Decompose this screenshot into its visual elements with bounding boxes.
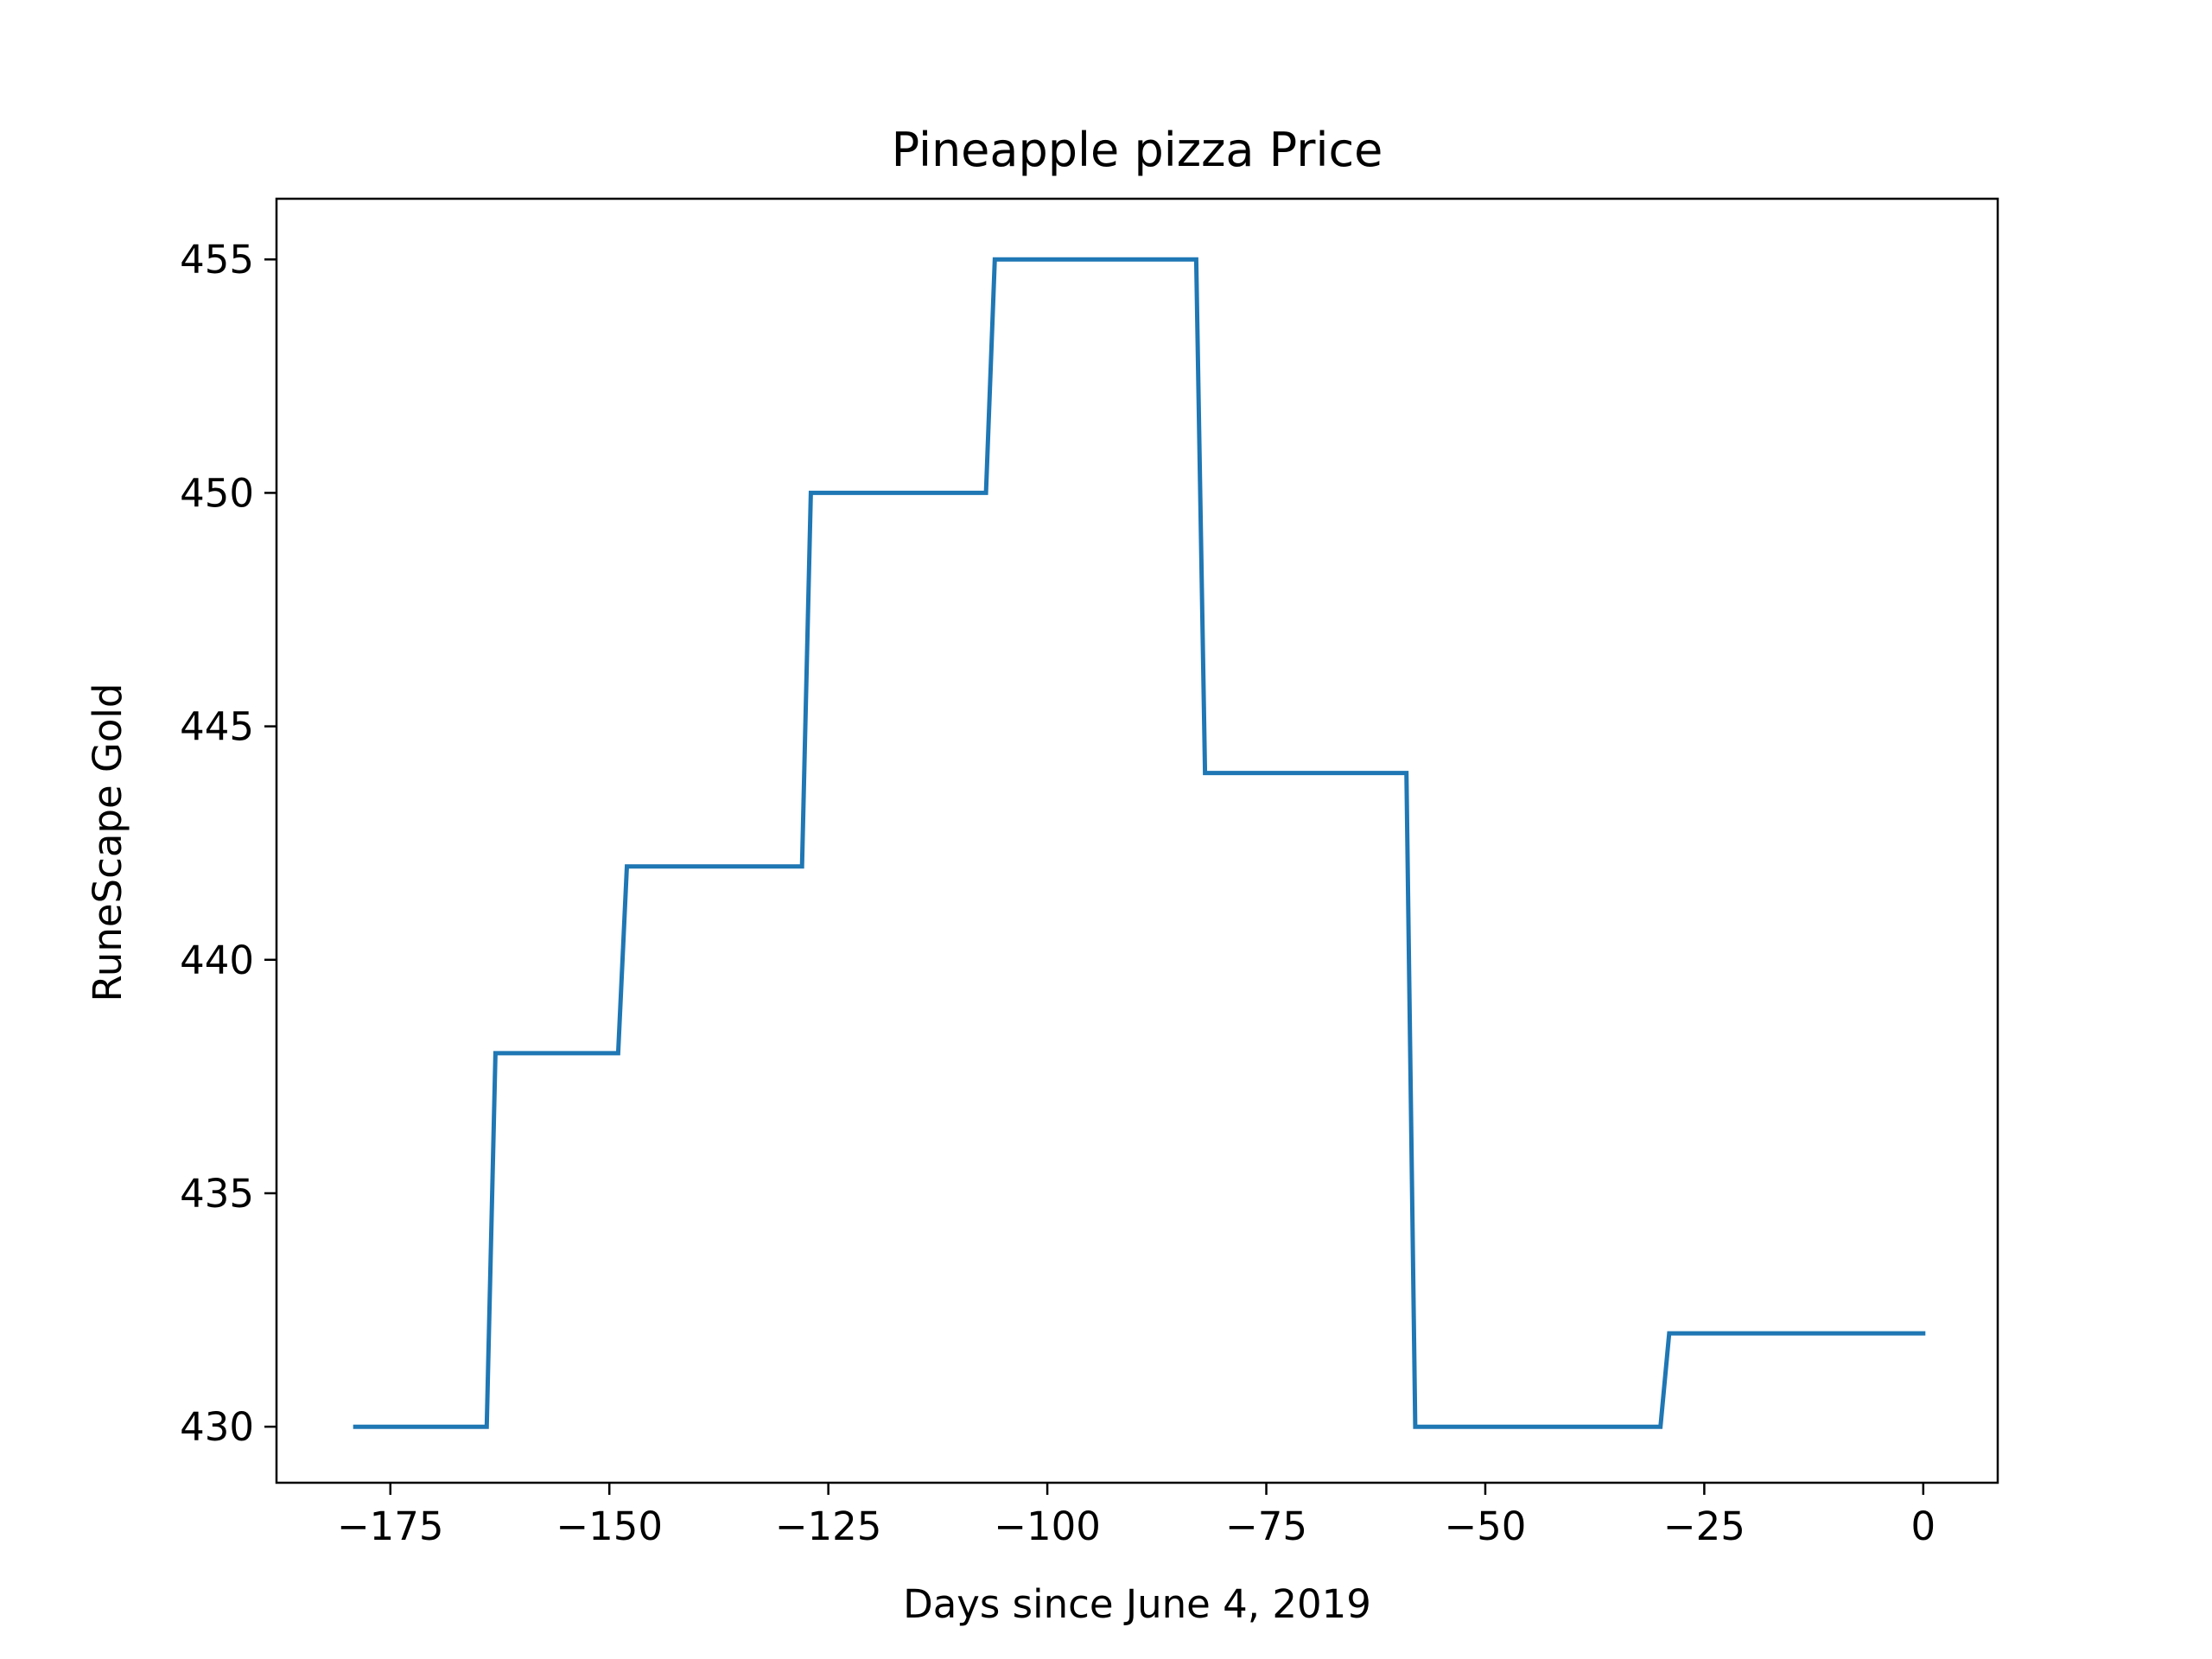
x-tick-label: −50 <box>1444 1503 1526 1549</box>
y-tick-label: 440 <box>180 938 254 983</box>
y-axis: 430 435 440 445 450 455 <box>180 237 276 1450</box>
x-tick-label: 0 <box>1911 1503 1936 1549</box>
y-axis-label: RuneScape Gold <box>85 683 130 1002</box>
y-tick-label: 450 <box>180 470 254 516</box>
x-tick-label: −125 <box>775 1503 882 1549</box>
y-tick-label: 430 <box>180 1404 254 1450</box>
x-axis-label: Days since June 4, 2019 <box>903 1581 1371 1627</box>
y-tick-label: 435 <box>180 1171 254 1217</box>
chart-title: Pineapple pizza Price <box>892 123 1383 177</box>
x-tick-label: −75 <box>1225 1503 1307 1549</box>
y-tick-label: 445 <box>180 704 254 750</box>
x-tick-label: −150 <box>556 1503 663 1549</box>
x-tick-label: −100 <box>994 1503 1101 1549</box>
x-axis: −175 −150 −125 −100 −75 −50 −25 0 <box>337 1483 1936 1549</box>
plot-area <box>353 257 1926 1429</box>
y-tick-label: 455 <box>180 237 254 283</box>
x-tick-label: −25 <box>1663 1503 1745 1549</box>
price-series-line <box>353 257 1926 1429</box>
x-tick-label: −175 <box>337 1503 444 1549</box>
plot-frame <box>275 197 1999 1484</box>
